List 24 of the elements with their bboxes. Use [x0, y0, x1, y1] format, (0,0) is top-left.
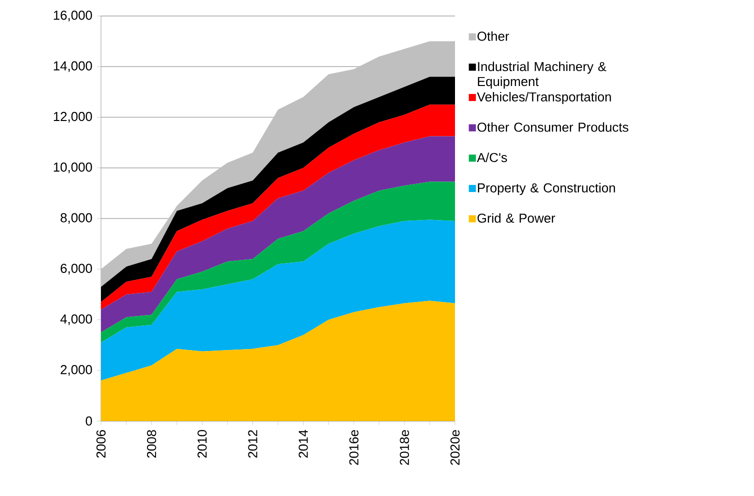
- x-tick-label: 2018e: [400, 430, 410, 465]
- x-tick-label: 2010: [198, 430, 207, 458]
- legend-label: Grid & Power: [478, 213, 556, 223]
- y-tick-label: 12,000: [54, 112, 92, 123]
- y-tick-label: 0: [86, 416, 92, 426]
- y-tick-label: 4,000: [60, 314, 92, 326]
- x-tick-label: 2020e: [450, 430, 460, 465]
- x-tick-label: 2012: [248, 430, 258, 458]
- x-tick-label: 2014: [298, 430, 308, 458]
- legend-label: A/C's: [476, 152, 507, 162]
- legend-label: Other Consumer Products: [478, 122, 628, 132]
- y-tick-label: 10,000: [54, 162, 92, 174]
- x-tick-label: 2008: [146, 430, 156, 458]
- legend-label: Vehicles/Transportation: [476, 92, 611, 104]
- y-tick-label: 16,000: [54, 10, 92, 22]
- y-tick-label: 2,000: [60, 365, 92, 376]
- legend-label: Other: [478, 31, 510, 41]
- y-tick-label: 6,000: [60, 264, 92, 274]
- legend-label: Property & Construction: [478, 182, 615, 196]
- y-tick-label: 14,000: [54, 61, 92, 72]
- x-tick-label: 2016e: [349, 430, 358, 465]
- y-tick-label: 8,000: [60, 213, 92, 224]
- legend-label: Industrial Machinery & Equipment: [478, 62, 606, 89]
- x-tick-label: 2006: [96, 430, 106, 458]
